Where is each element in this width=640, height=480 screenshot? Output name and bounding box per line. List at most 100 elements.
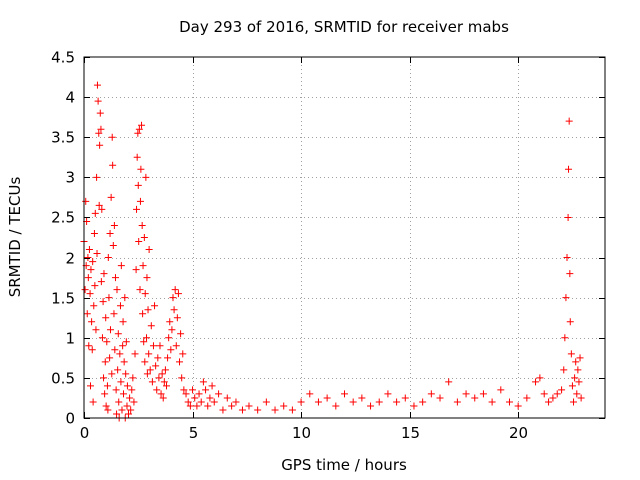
data-point [96, 141, 104, 149]
data-point [93, 250, 101, 258]
y-tick-labels: 0 0.5 1 1.5 2 2.5 3 3.5 4 4.5 [51, 49, 75, 428]
data-point [84, 274, 92, 282]
data-point [204, 402, 212, 410]
data-point [100, 374, 108, 382]
data-point [88, 318, 96, 326]
data-point [98, 334, 106, 342]
data-point [523, 394, 531, 402]
data-point [232, 398, 240, 406]
data-point [562, 294, 570, 302]
data-point [172, 342, 180, 350]
data-point [401, 394, 409, 402]
data-point [116, 350, 124, 358]
data-point [567, 350, 575, 358]
data-point [103, 382, 111, 390]
data-point [156, 342, 164, 350]
data-point [91, 282, 99, 290]
data-point [135, 238, 143, 246]
y-tick-label: 4 [65, 89, 75, 107]
data-point [84, 254, 92, 262]
data-point [136, 197, 144, 205]
data-point [102, 402, 110, 410]
data-point [133, 205, 141, 213]
data-point [208, 382, 216, 390]
data-point [155, 374, 163, 382]
data-point [118, 406, 126, 414]
y-tick-label: 0 [65, 410, 75, 428]
data-point [199, 378, 207, 386]
data-point [122, 370, 130, 378]
data-point [91, 209, 99, 217]
data-point [488, 398, 496, 406]
data-point [125, 410, 133, 418]
y-axis-label: SRMTID / TECUs [6, 177, 24, 298]
data-point [228, 402, 236, 410]
data-point [120, 390, 128, 398]
data-point [210, 398, 218, 406]
data-point [137, 165, 145, 173]
data-point [191, 394, 199, 402]
y-tick-label: 1.5 [51, 290, 75, 308]
data-point [453, 398, 461, 406]
data-point [577, 394, 585, 402]
data-point [238, 406, 246, 414]
data-point [572, 358, 580, 366]
data-point [148, 378, 156, 386]
data-point [558, 386, 566, 394]
data-point [157, 390, 165, 398]
data-point [349, 398, 357, 406]
data-point [143, 334, 151, 342]
data-point [142, 173, 150, 181]
data-point [182, 390, 190, 398]
data-point [133, 153, 141, 161]
data-point [161, 366, 169, 374]
data-point [164, 354, 172, 362]
grid [84, 57, 605, 418]
data-point [202, 386, 210, 394]
data-point [245, 402, 253, 410]
data-point [93, 81, 101, 89]
data-point [561, 334, 569, 342]
data-point [158, 370, 166, 378]
data-point [127, 406, 135, 414]
data-point [410, 402, 418, 410]
data-point [89, 398, 97, 406]
data-point [564, 213, 572, 221]
data-point [129, 374, 137, 382]
data-point [215, 390, 223, 398]
data-point [145, 350, 153, 358]
data-point [128, 386, 136, 394]
data-point [119, 342, 127, 350]
data-point [113, 286, 121, 294]
data-point [197, 398, 205, 406]
data-point [565, 117, 573, 125]
data-point [436, 394, 444, 402]
data-points [80, 81, 585, 422]
data-point [471, 394, 479, 402]
data-point [97, 125, 105, 133]
data-point [121, 294, 129, 302]
x-axis-label: GPS time / hours [281, 456, 407, 474]
data-point [570, 398, 578, 406]
data-point [280, 402, 288, 410]
data-point [106, 326, 114, 334]
data-point [130, 398, 138, 406]
data-point [149, 342, 157, 350]
chart-title: Day 293 of 2016, SRMTID for receiver mab… [179, 18, 509, 36]
data-point [170, 306, 178, 314]
data-point [85, 246, 93, 254]
y-tick-label: 4.5 [51, 49, 75, 67]
data-point [497, 386, 505, 394]
data-point [123, 402, 131, 410]
data-point [110, 310, 118, 318]
data-point [113, 410, 121, 418]
data-point [576, 354, 584, 362]
data-point [134, 129, 142, 137]
data-point [153, 386, 161, 394]
data-point [445, 378, 453, 386]
data-point [93, 173, 101, 181]
data-point [514, 402, 522, 410]
plot-frame [83, 56, 606, 419]
data-point [566, 318, 574, 326]
data-point [566, 270, 574, 278]
